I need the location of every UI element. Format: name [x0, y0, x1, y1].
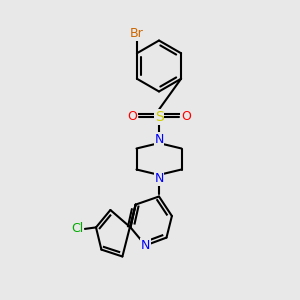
Text: N: N: [141, 239, 150, 252]
Text: O: O: [181, 110, 191, 124]
Text: N: N: [154, 133, 164, 146]
Text: Cl: Cl: [71, 222, 83, 236]
Text: O: O: [127, 110, 137, 124]
Text: S: S: [154, 110, 164, 124]
Text: Br: Br: [130, 27, 144, 40]
Text: N: N: [154, 172, 164, 185]
